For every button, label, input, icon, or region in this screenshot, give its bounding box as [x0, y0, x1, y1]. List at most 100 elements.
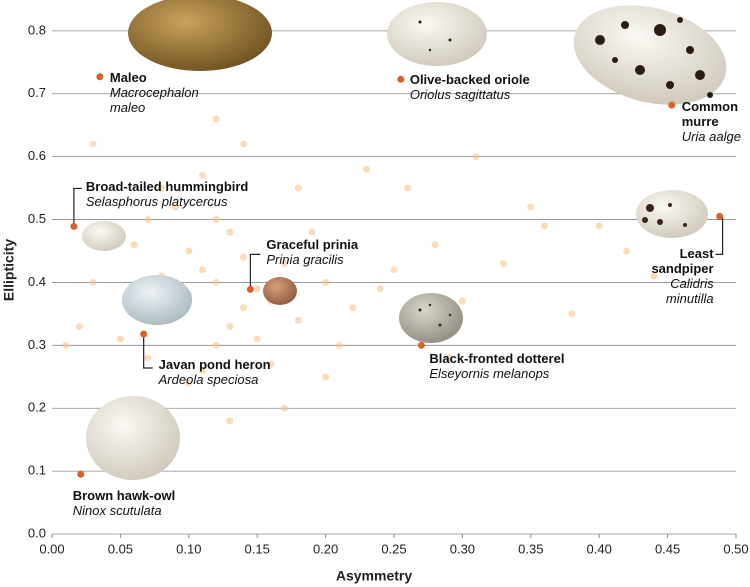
- egg-spots: [418, 17, 713, 98]
- highlight-point: [77, 470, 85, 478]
- x-tick-label: 0.40: [587, 541, 612, 556]
- species-name: Common murre: [681, 99, 739, 130]
- species-label: Maleo Macrocephalon maleo: [110, 70, 220, 115]
- point: [253, 285, 261, 293]
- point: [212, 216, 220, 224]
- point: [226, 228, 234, 236]
- latin-name: Prinia gracilis: [266, 252, 344, 268]
- egg: [636, 190, 708, 238]
- species-name: Black-fronted dotterel: [429, 351, 565, 367]
- x-tick-label: 0.15: [245, 541, 270, 556]
- species-name: Javan pond heron: [158, 357, 271, 372]
- leader-line: [73, 187, 82, 227]
- point: [349, 304, 357, 312]
- y-tick-label: 0.6: [28, 148, 46, 163]
- point: [363, 165, 371, 173]
- x-tick-label: 0.30: [450, 541, 475, 556]
- egg: [122, 275, 192, 325]
- highlight-point: [417, 341, 425, 349]
- point: [240, 253, 248, 261]
- point: [595, 222, 603, 230]
- egg: [573, 5, 727, 105]
- y-tick-label: 0.1: [28, 463, 46, 478]
- x-tick-label: 0.25: [381, 541, 406, 556]
- point: [75, 322, 83, 330]
- latin-name: Macrocephalon maleo: [109, 84, 199, 115]
- species-label: Common murre Uria aalge: [682, 99, 750, 144]
- egg-images: [82, 0, 727, 480]
- species-label: Broad-tailed hummingbird Selasphorus plat…: [86, 179, 346, 209]
- point: [198, 172, 206, 180]
- point: [89, 140, 97, 148]
- y-tick-label: 0.4: [28, 274, 46, 289]
- point: [62, 341, 70, 349]
- leader-line: [249, 253, 261, 290]
- point: [568, 310, 576, 318]
- y-tick-label: 0.0: [28, 525, 46, 540]
- latin-name: Oriolus sagittatus: [409, 87, 511, 103]
- point: [376, 285, 384, 293]
- x-tick-label: 0.35: [518, 541, 543, 556]
- point: [404, 184, 412, 192]
- point: [212, 115, 220, 123]
- point: [322, 278, 330, 286]
- latin-name: Ardeola speciosa: [158, 372, 259, 387]
- point: [390, 266, 398, 274]
- point: [540, 222, 548, 230]
- point: [171, 203, 179, 211]
- point: [226, 417, 234, 425]
- point: [335, 341, 343, 349]
- species-name: Broad-tailed hummingbird: [85, 179, 249, 195]
- point: [281, 404, 289, 412]
- species-label: Olive-backed oriole Oriolus sagittatus: [410, 72, 610, 102]
- egg: [263, 277, 297, 305]
- y-tick-label: 0.2: [28, 400, 46, 415]
- point: [294, 316, 302, 324]
- point: [198, 266, 206, 274]
- highlight-point: [716, 212, 724, 220]
- x-tick-label: 0.10: [176, 541, 201, 556]
- highlight-point: [397, 75, 405, 83]
- x-tick-label: 0.20: [313, 541, 338, 556]
- background-points: [62, 115, 658, 450]
- point: [650, 272, 658, 280]
- y-axis-title: Ellipticity: [1, 239, 17, 301]
- point: [431, 241, 439, 249]
- point: [157, 184, 165, 192]
- egg: [86, 396, 180, 480]
- egg-spots: [418, 203, 687, 327]
- latin-name: Calidris minutilla: [665, 276, 714, 307]
- y-tick-label: 0.7: [28, 85, 46, 100]
- point: [185, 247, 193, 255]
- point: [116, 335, 124, 343]
- latin-name: Uria aalge: [681, 129, 741, 145]
- leader-line: [715, 215, 724, 255]
- x-tick-label: 0.00: [39, 541, 64, 556]
- point: [212, 341, 220, 349]
- latin-name: Elseyornis melanops: [429, 366, 550, 382]
- point: [198, 366, 206, 374]
- highlight-point: [140, 330, 148, 338]
- y-tick-label: 0.5: [28, 211, 46, 226]
- egg: [128, 0, 272, 71]
- point: [212, 278, 220, 286]
- species-label: Javan pond heron Ardeola speciosa: [159, 357, 339, 387]
- species-label: Brown hawk-owl Ninox scutulata: [73, 488, 233, 518]
- y-tick-label: 0.3: [28, 337, 46, 352]
- point: [458, 297, 466, 305]
- highlight-point: [668, 101, 676, 109]
- highlight-points: [70, 73, 724, 478]
- latin-name: Ninox scutulata: [72, 503, 162, 519]
- species-name: Least sandpiper: [651, 246, 714, 277]
- species-name: Graceful prinia: [266, 237, 359, 253]
- point: [253, 335, 261, 343]
- point: [499, 260, 507, 268]
- point: [322, 373, 330, 381]
- species-name: Olive-backed oriole: [409, 72, 530, 88]
- y-tick-label: 0.8: [28, 22, 46, 37]
- point: [240, 304, 248, 312]
- species-label: Graceful prinia Prinia gracilis: [266, 237, 416, 267]
- point: [445, 354, 453, 362]
- point: [226, 322, 234, 330]
